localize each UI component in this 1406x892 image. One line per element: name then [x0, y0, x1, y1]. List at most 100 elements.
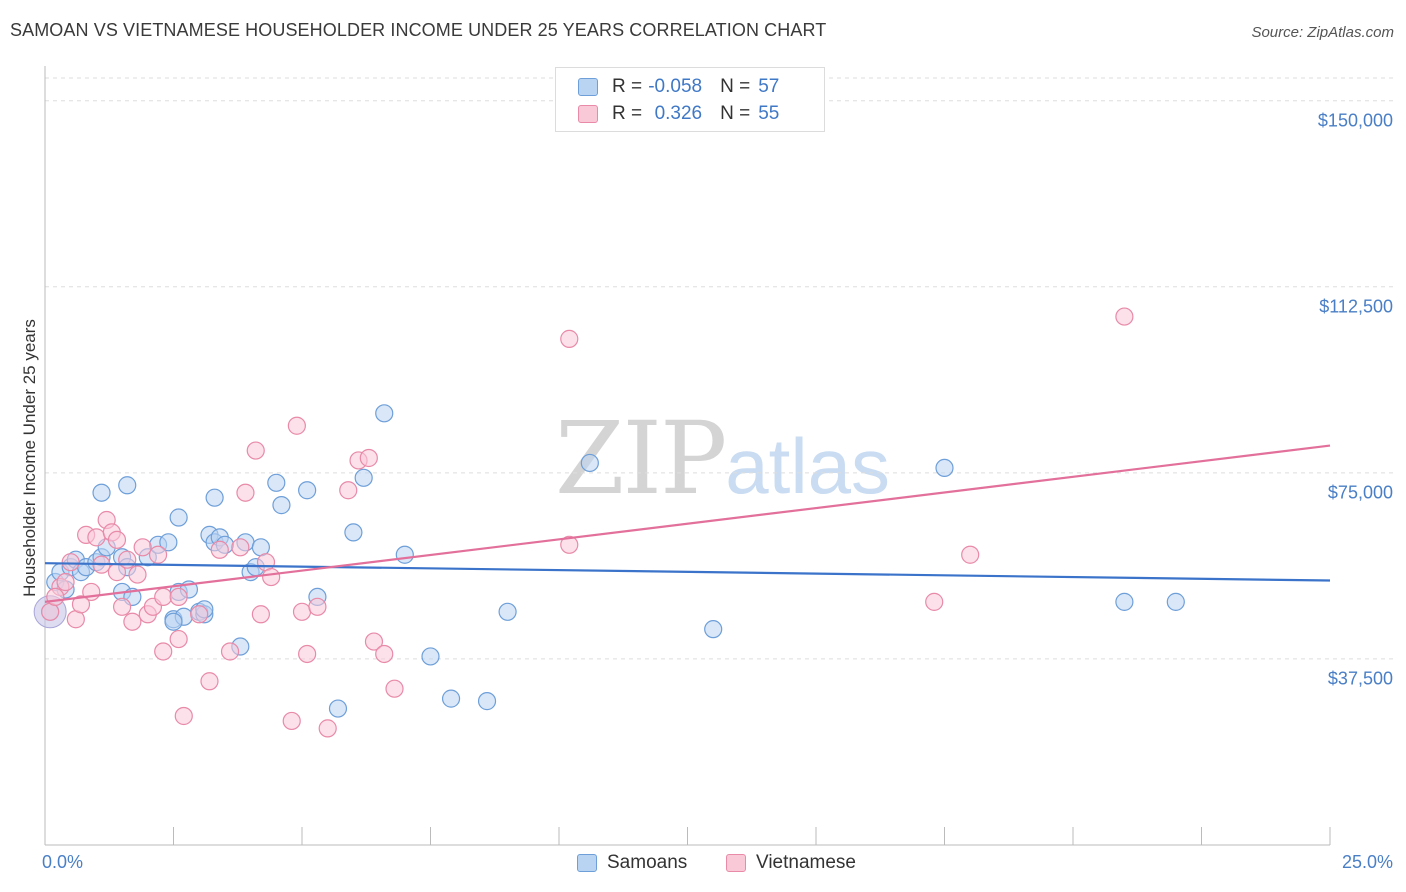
samoans-point — [704, 620, 723, 639]
vietnamese-point — [236, 483, 255, 502]
samoans-point — [421, 647, 440, 666]
watermark-atlas: atlas — [725, 422, 891, 510]
vietnamese-point — [61, 553, 80, 572]
trend-lines — [44, 444, 1331, 603]
vietnamese-point — [318, 719, 337, 738]
n-label: N = — [720, 76, 751, 97]
n-value-samoans: 57 — [758, 76, 780, 97]
vietnamese-point — [262, 567, 281, 587]
vietnamese-point — [87, 528, 106, 547]
x-tick-label: 25.0% — [1341, 852, 1393, 872]
samoans-point — [354, 468, 373, 487]
samoans-legend-swatch — [577, 854, 597, 872]
samoans-trend-line — [44, 562, 1331, 582]
y-tick-label: $75,000 — [1327, 482, 1393, 503]
samoans-point — [92, 483, 111, 502]
samoans-point — [159, 533, 178, 552]
vietnamese-point — [308, 597, 327, 616]
vietnamese-trend-line — [44, 444, 1331, 603]
samoans-point — [344, 523, 363, 542]
r-label: R = — [612, 76, 643, 97]
samoans-point — [1115, 592, 1134, 611]
legend-item-samoans[interactable]: Samoans — [577, 852, 687, 874]
vietnamese-point — [118, 550, 137, 569]
vietnamese-point — [385, 679, 404, 698]
vietnamese-point — [71, 595, 91, 614]
samoans-point — [580, 453, 599, 473]
vietnamese-point — [169, 629, 188, 649]
samoans-point — [298, 481, 317, 500]
r-value-vietnamese: 0.326 — [654, 103, 703, 124]
y-tick-label: $150,000 — [1317, 110, 1393, 131]
samoans-point — [205, 488, 224, 507]
r-value-samoans: -0.058 — [648, 76, 703, 97]
y-tick-label: $37,500 — [1327, 668, 1393, 689]
x-tick-label: 0.0% — [42, 852, 84, 872]
vietnamese-point — [210, 540, 229, 559]
legend-row-samoans: R = -0.058 N = 57 — [578, 75, 779, 99]
vietnamese-point — [246, 441, 265, 460]
vietnamese-point — [298, 644, 317, 664]
chart-title: SAMOAN VS VIETNAMESE HOUSEHOLDER INCOME … — [10, 20, 827, 40]
vietnamese-points — [41, 307, 1134, 738]
legend-row-vietnamese: R = 0.326 N = 55 — [578, 102, 779, 126]
vietnamese-swatch — [578, 105, 598, 123]
vietnamese-point — [200, 672, 219, 691]
samoans-point — [375, 404, 394, 423]
y-axis-label: Householder Income Under 25 years — [20, 319, 39, 597]
samoans-point — [164, 612, 183, 631]
vietnamese-point — [220, 642, 240, 661]
vietnamese-point — [364, 632, 384, 651]
vietnamese-point — [1115, 307, 1134, 326]
vietnamese-point — [174, 706, 193, 726]
vietnamese-point — [961, 545, 980, 564]
vietnamese-point — [231, 538, 250, 557]
legend-label-samoans: Samoans — [607, 852, 688, 873]
n-value-vietnamese: 55 — [758, 103, 780, 124]
vietnamese-point — [292, 602, 312, 621]
vietnamese-point — [154, 587, 173, 607]
samoans-point — [267, 473, 286, 492]
samoans-point — [498, 602, 517, 621]
vietnamese-point — [169, 587, 188, 607]
samoans-point — [935, 458, 954, 478]
n-label: N = — [720, 103, 751, 124]
vietnamese-point — [128, 565, 147, 584]
samoans-point — [169, 508, 188, 527]
r-label: R = — [612, 103, 643, 124]
legend-label-vietnamese: Vietnamese — [756, 852, 856, 873]
vietnamese-point — [133, 538, 152, 557]
samoans-point — [272, 496, 291, 515]
samoans-point — [1166, 592, 1185, 611]
vietnamese-point — [112, 597, 132, 616]
vietnamese-point — [359, 448, 378, 468]
source-label: Source: ZipAtlas.com — [1251, 24, 1394, 41]
samoans-point — [328, 699, 348, 718]
vietnamese-point — [287, 416, 306, 435]
vietnamese-point — [560, 329, 579, 348]
samoans-point — [441, 689, 461, 708]
vietnamese-legend-swatch — [726, 854, 746, 872]
legend-item-vietnamese[interactable]: Vietnamese — [726, 852, 856, 874]
vietnamese-point — [148, 545, 168, 564]
samoans-point — [477, 692, 497, 711]
samoans-points — [33, 404, 1185, 718]
vietnamese-point — [123, 612, 142, 631]
vietnamese-point — [46, 587, 65, 607]
vietnamese-point — [282, 711, 301, 731]
samoans-swatch — [578, 78, 598, 96]
vietnamese-point — [56, 572, 75, 592]
vietnamese-point — [107, 530, 127, 549]
correlation-legend: R = -0.058 N = 57 R = 0.326 N = 55 — [555, 67, 825, 132]
series-legend: Samoans Vietnamese — [0, 852, 1406, 876]
y-tick-label: $112,500 — [1319, 296, 1393, 317]
samoans-point — [395, 545, 414, 564]
vietnamese-point — [375, 644, 394, 664]
vietnamese-point — [925, 592, 944, 611]
samoans-point — [118, 476, 137, 495]
vietnamese-point — [251, 605, 270, 624]
vietnamese-point — [339, 481, 358, 500]
vietnamese-point — [190, 605, 209, 624]
vietnamese-point — [154, 642, 173, 661]
